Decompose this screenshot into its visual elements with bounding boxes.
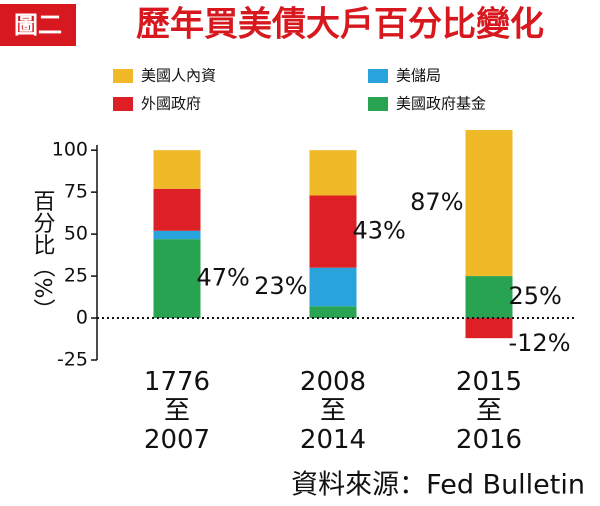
x-tick-line: 2008	[300, 367, 366, 397]
y-tick-label: 25	[64, 265, 88, 287]
x-tick-label: 2008 至 2014	[300, 367, 366, 455]
source: 資料來源：Fed Bulletin	[291, 470, 585, 501]
bar-segment	[309, 150, 357, 196]
legend-label: 外國政府	[141, 95, 201, 113]
bar-segment	[465, 318, 513, 339]
tag-box	[0, 4, 76, 46]
value-label: 47%	[197, 264, 250, 292]
bar-segment	[309, 306, 357, 319]
y-tick-label: 0	[76, 307, 88, 329]
legend-swatch	[113, 97, 133, 111]
x-tick-line: 2016	[456, 425, 522, 455]
x-tick-label: 2015 至 2016	[456, 367, 522, 455]
bar-segment	[465, 130, 513, 277]
legend-label: 美國人內資	[141, 67, 216, 85]
legend-swatch	[368, 69, 388, 83]
bar-segment	[309, 267, 357, 307]
bar-segment	[465, 276, 513, 319]
bar-segment	[153, 188, 201, 231]
legend-swatch	[113, 69, 133, 83]
y-tick-label: 50	[64, 223, 88, 245]
value-label: 25%	[509, 282, 562, 310]
x-tick-label: 1776 至 2007	[144, 367, 210, 455]
y-axis-label: 百分比（%）	[30, 190, 56, 321]
legend-label: 美儲局	[396, 67, 441, 85]
x-tick-line: 至	[476, 396, 502, 426]
value-label: -12%	[509, 329, 571, 357]
y-tick-label: -25	[57, 349, 88, 371]
x-tick-line: 2015	[456, 367, 522, 397]
x-tick-line: 1776	[144, 367, 210, 397]
value-label: 23%	[254, 272, 307, 300]
bar-segment	[309, 195, 357, 268]
bar-segment	[153, 230, 201, 240]
bar-segment	[153, 239, 201, 319]
bar-segment	[153, 150, 201, 189]
y-tick-label: 100	[52, 139, 88, 161]
chart-title: 歷年買美債大戶百分比變化	[136, 5, 544, 45]
legend-label: 美國政府基金	[396, 95, 486, 113]
x-tick-line: 2014	[300, 425, 366, 455]
x-tick-line: 至	[164, 396, 190, 426]
x-tick-line: 至	[320, 396, 346, 426]
value-label: 87%	[410, 188, 463, 216]
value-label: 43%	[353, 217, 406, 245]
y-tick-label: 75	[64, 181, 88, 203]
x-tick-line: 2007	[144, 425, 210, 455]
chart-tag: 圖二	[14, 11, 62, 39]
legend-swatch	[368, 97, 388, 111]
